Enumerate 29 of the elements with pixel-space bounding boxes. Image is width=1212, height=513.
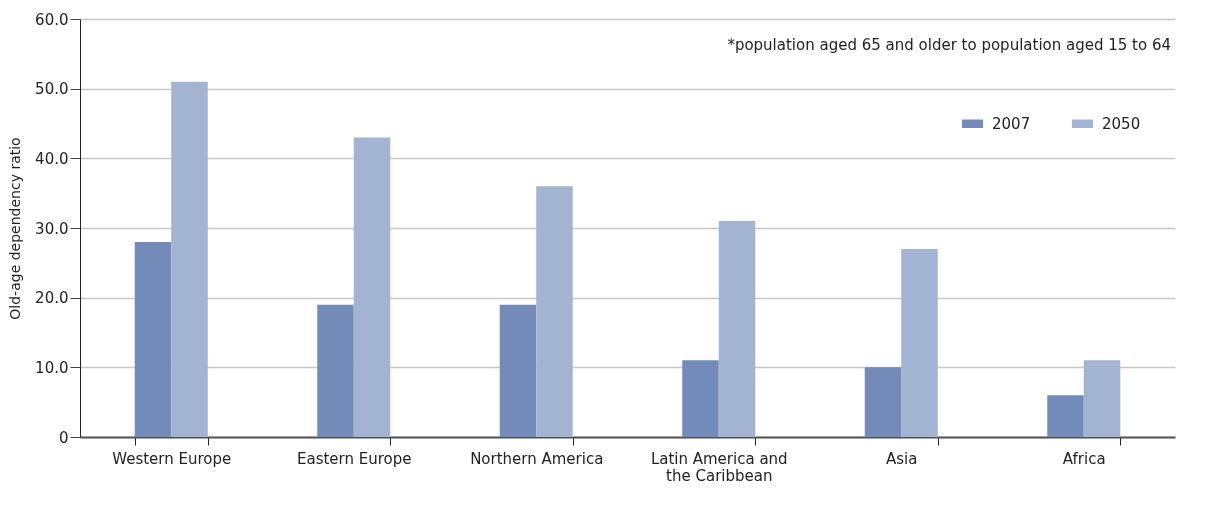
x-tick-label: Asia [886, 449, 918, 468]
y-tick-label: 0 [58, 428, 69, 447]
y-tick-label: 60.0 [35, 10, 69, 29]
bar [317, 304, 354, 437]
bar [901, 248, 938, 437]
annotation: *population aged 65 and older to population aged 15 to 64 [727, 36, 1171, 54]
bar [864, 367, 902, 437]
bar [682, 360, 719, 437]
bar [1047, 395, 1084, 437]
bar [1083, 360, 1121, 437]
x-tick-label: Northern America [470, 449, 604, 468]
legend-label: 2007 [992, 114, 1031, 133]
bar [171, 81, 208, 437]
y-tick-label: 20.0 [35, 289, 69, 308]
y-tick-label: 50.0 [35, 80, 69, 99]
bar [536, 186, 573, 437]
y-axis-title: Old-age dependency ratio [7, 137, 24, 320]
y-tick-label: 30.0 [35, 219, 69, 238]
bar [499, 304, 537, 437]
x-tick-label: Western Europe [112, 449, 232, 468]
x-tick-label: Latin America and the Caribbean [650, 449, 788, 485]
y-tick-label: 40.0 [35, 149, 69, 168]
bar [134, 241, 172, 437]
bar [353, 137, 391, 437]
x-tick-label: Africa [1062, 449, 1106, 468]
legend-label: 2050 [1102, 114, 1141, 133]
y-tick-label: 10.0 [35, 358, 69, 377]
x-tick-label: Eastern Europe [296, 449, 412, 468]
bar [718, 221, 756, 437]
